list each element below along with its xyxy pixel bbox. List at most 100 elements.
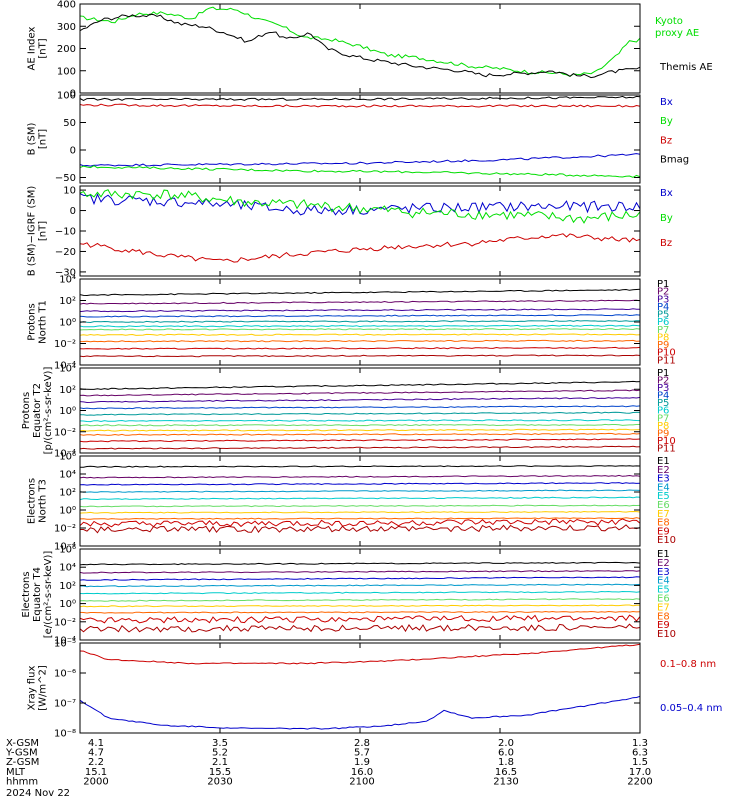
legend-label: E3 bbox=[657, 567, 670, 578]
series-line-ee4-e10 bbox=[80, 623, 640, 633]
footer-value: 6.3 bbox=[632, 748, 648, 759]
panel-bdiff-series bbox=[80, 189, 640, 263]
y-tick-label: 400 bbox=[57, 0, 76, 11]
y-tick-label: 10⁶ bbox=[59, 452, 76, 463]
y-axis-label: [nT] bbox=[38, 129, 49, 149]
series-line-pn1-p3 bbox=[80, 308, 640, 313]
series-line-ee4-e9 bbox=[80, 614, 640, 624]
panel-bsm-frame bbox=[79, 94, 641, 184]
y-tick-label: 10⁻⁴ bbox=[54, 361, 76, 372]
y-tick-label: 10⁻⁴ bbox=[54, 636, 76, 647]
y-tick-label: −20 bbox=[55, 247, 76, 258]
y-axis-label: North T1 bbox=[38, 300, 49, 344]
legend-label: P4 bbox=[657, 391, 669, 402]
legend-label: P2 bbox=[657, 376, 669, 387]
y-tick-label: 100 bbox=[57, 66, 76, 77]
y-axis-label: [p/(cm²-s-sr-keV)] bbox=[43, 367, 54, 455]
legend-label: E5 bbox=[657, 491, 670, 502]
y-axis-label: [W/m^2] bbox=[38, 665, 49, 711]
series-line-pn1-p1 bbox=[80, 288, 640, 297]
footer-value: 2000 bbox=[83, 776, 108, 787]
footer-value: 4.7 bbox=[88, 748, 104, 759]
legend-label: E1 bbox=[657, 456, 670, 467]
y-tick-label: 10 bbox=[63, 186, 76, 197]
footer-value: 3.5 bbox=[212, 738, 228, 749]
y-tick-label: −30 bbox=[55, 267, 76, 278]
series-line-en3-e10 bbox=[80, 524, 640, 534]
footer-value: 15.5 bbox=[209, 767, 231, 778]
series-line-ee4-e1 bbox=[80, 561, 640, 566]
panel-en3-series bbox=[80, 465, 640, 534]
series-line-en3-e8 bbox=[80, 517, 640, 520]
series-line-ee4-e7 bbox=[80, 604, 640, 608]
series-line-bdiff-bz bbox=[80, 233, 640, 263]
footer-value: 1.3 bbox=[632, 738, 648, 749]
y-tick-label: 10⁻⁴ bbox=[54, 449, 76, 460]
legend-label: Bx bbox=[660, 97, 673, 108]
y-tick-label: 10² bbox=[59, 581, 76, 592]
legend-label: E5 bbox=[657, 585, 670, 596]
y-tick-label: 10⁻² bbox=[54, 524, 76, 535]
series-line-pn1-p9 bbox=[80, 339, 640, 343]
legend-label: E9 bbox=[657, 526, 670, 537]
series-line-ee4-e2 bbox=[80, 570, 640, 574]
series-line-pe2-p2 bbox=[80, 389, 640, 397]
series-line-pn1-p5 bbox=[80, 319, 640, 324]
y-axis-label: [nT] bbox=[38, 221, 49, 241]
y-tick-label: 10² bbox=[59, 385, 76, 396]
legend-label: P7 bbox=[657, 325, 669, 336]
y-tick-label: 10⁻⁵ bbox=[54, 639, 76, 650]
series-line-pn1-p8 bbox=[80, 333, 640, 336]
panel-ee4-series bbox=[80, 561, 640, 633]
panel-xray-frame bbox=[79, 642, 641, 734]
footer-value: 17.0 bbox=[629, 767, 651, 778]
y-tick-label: 10⁻⁸ bbox=[54, 729, 76, 740]
y-axis-label: Electrons bbox=[27, 478, 38, 524]
footer-value: 2200 bbox=[627, 776, 652, 787]
series-line-pe2-p5 bbox=[80, 411, 640, 416]
legend-label: E10 bbox=[657, 535, 676, 546]
panel-ae-series bbox=[80, 6, 640, 79]
legend-label: E1 bbox=[657, 549, 670, 560]
series-line-ae-themis-ae bbox=[80, 13, 640, 79]
legend-label: P8 bbox=[657, 332, 669, 343]
y-tick-label: 10⁶ bbox=[59, 545, 76, 556]
legend-label: E6 bbox=[657, 500, 670, 511]
legend-label: E7 bbox=[657, 509, 670, 520]
series-line-bsm-by bbox=[80, 165, 640, 178]
legend-label: P1 bbox=[657, 368, 669, 379]
legend-label: P2 bbox=[657, 287, 669, 298]
legend-label: Bx bbox=[660, 188, 673, 199]
series-line-bsm-bx bbox=[80, 153, 640, 167]
y-axis-label: AE Index bbox=[27, 26, 38, 70]
panel-ee4-frame bbox=[79, 548, 641, 641]
panel-xray-series bbox=[80, 643, 640, 730]
y-tick-label: 50 bbox=[63, 118, 76, 129]
panel-pe2-series bbox=[80, 380, 640, 450]
y-tick-label: 0 bbox=[70, 146, 76, 157]
panel-pn1-series bbox=[80, 288, 640, 358]
y-tick-label: −50 bbox=[55, 173, 76, 184]
legend-label: P10 bbox=[657, 436, 676, 447]
legend-label: P10 bbox=[657, 348, 676, 359]
y-tick-label: 0 bbox=[70, 206, 76, 217]
series-line-pe2-p3 bbox=[80, 396, 640, 404]
y-tick-label: 300 bbox=[57, 22, 76, 33]
y-tick-label: 10⁴ bbox=[59, 470, 76, 481]
y-tick-label: 10⁰ bbox=[59, 318, 76, 329]
legend-label: E2 bbox=[657, 465, 670, 476]
legend-label: E4 bbox=[657, 482, 670, 493]
footer-value: 2030 bbox=[207, 776, 232, 787]
footer-row-label: MLT bbox=[6, 767, 26, 778]
footer-value: 5.7 bbox=[354, 748, 370, 759]
legend-label: P11 bbox=[657, 443, 676, 454]
series-line-pn1-p6 bbox=[80, 324, 640, 328]
y-axis-label: Electrons bbox=[21, 571, 32, 617]
y-tick-label: 10² bbox=[59, 488, 76, 499]
series-line-en3-e7 bbox=[80, 510, 640, 514]
panel-bdiff-frame bbox=[79, 185, 641, 277]
legend-label: P9 bbox=[657, 428, 669, 439]
legend-label: By bbox=[660, 213, 673, 224]
y-tick-label: 10⁻⁷ bbox=[54, 699, 76, 710]
series-line-pe2-p8 bbox=[80, 428, 640, 432]
